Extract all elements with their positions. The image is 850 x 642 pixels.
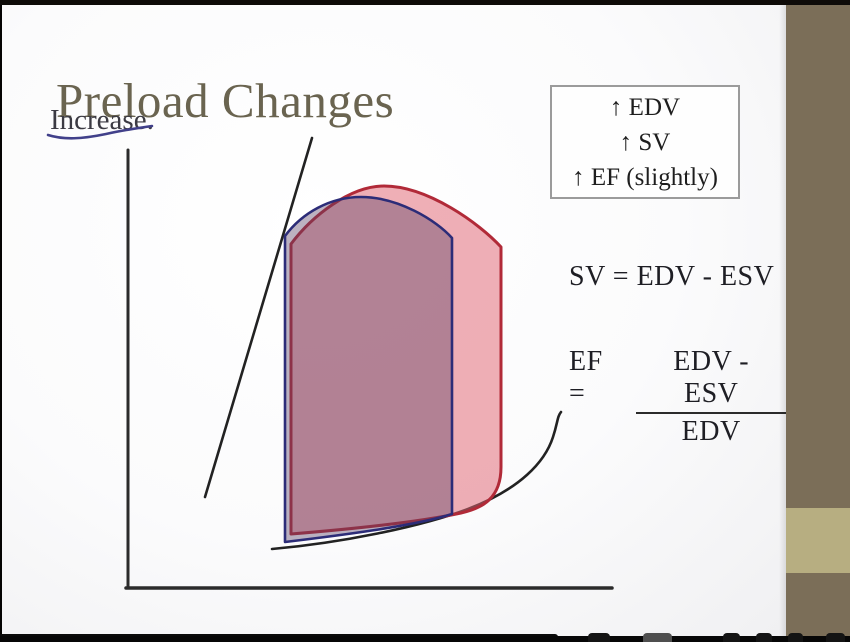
cutoff-ui-notch (643, 633, 672, 642)
effects-box: ↑ EDV ↑ SV ↑ EF (slightly) (550, 85, 740, 199)
right-sidebar (786, 5, 850, 636)
formula-ef-numerator: EDV - ESV (636, 346, 786, 414)
effects-box-line-ef: ↑ EF (slightly) (572, 163, 718, 191)
cutoff-ui-notch (826, 633, 845, 642)
slide-subtitle: Increase. (50, 104, 154, 136)
cutoff-ui-notch (588, 633, 610, 642)
slide-title: Preload Changes (56, 72, 395, 128)
effects-box-line-edv: ↑ EDV (609, 93, 681, 121)
slide: Preload Changes Increase. ↑ EDV ↑ SV ↑ E… (2, 5, 786, 636)
formula-ef-fraction: EDV - ESV EDV (636, 346, 786, 448)
formula-stroke-volume: SV = EDV - ESV (569, 261, 775, 292)
effects-box-line-sv: ↑ SV (619, 128, 671, 156)
letterbox-top-bar (0, 0, 850, 5)
cutoff-ui-notch (788, 633, 803, 642)
letterbox-bottom-bar (0, 636, 850, 642)
slide-edge-shadow (779, 5, 786, 636)
formula-ef-denominator: EDV (681, 416, 741, 447)
cutoff-ui-notch (756, 633, 772, 642)
right-sidebar-accent-band (786, 508, 850, 573)
cutoff-ui-notch (723, 633, 740, 642)
formula-ejection-fraction: EF = EDV - ESV EDV (569, 346, 786, 448)
formula-ef-lhs: EF = (569, 346, 603, 409)
